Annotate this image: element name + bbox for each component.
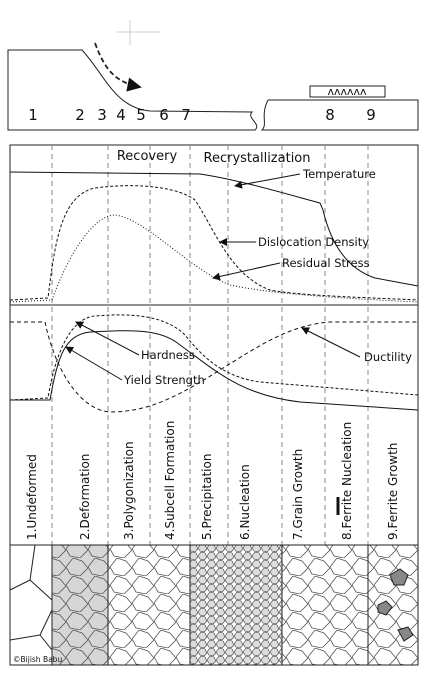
strip-number: 2	[75, 106, 85, 124]
stage-label: 1.Undeformed	[25, 454, 39, 540]
strip-number: 3	[97, 106, 107, 124]
stage-label: 2.Deformation	[78, 454, 92, 540]
curve-label: Temperature	[302, 167, 376, 181]
svg-text:ʌʌʌʌʌʌ: ʌʌʌʌʌʌ	[327, 85, 367, 98]
strip-number: 1	[28, 106, 38, 124]
strip-number: 9	[366, 106, 376, 124]
curve-label: Hardness	[141, 348, 195, 362]
stage-label: 6.Nucleation	[238, 464, 252, 540]
stage-label: 9.Ferrite Growth	[386, 443, 400, 540]
credit: ©Bijish Babu	[13, 655, 62, 664]
stage-labels: 1.Undeformed 2.Deformation 3.Polygonizatio…	[25, 421, 400, 540]
strip-number: 8	[325, 106, 335, 124]
curve-label: Residual Stress	[282, 256, 370, 270]
curve-label: Yield Strength	[123, 373, 205, 387]
strip-number: 7	[181, 106, 191, 124]
strip-number: 5	[136, 106, 146, 124]
leaders	[65, 173, 361, 381]
curve-label: Ductility	[364, 350, 412, 364]
strip-number: 6	[159, 106, 169, 124]
phase-label: Recrystallization	[204, 151, 311, 166]
stage-label: 3.Polygonization	[122, 441, 136, 540]
strip: ʌʌʌʌʌʌ	[7, 20, 419, 131]
curve-label: Dislocation Density	[258, 235, 369, 249]
phase-label: Recovery	[117, 149, 178, 164]
stage-label: 7.Grain Growth	[291, 449, 305, 540]
strip-number: 4	[116, 106, 126, 124]
stage-lines	[51, 145, 369, 545]
curves	[9, 171, 419, 413]
microstructure	[9, 544, 419, 666]
stage-label: 8.Ferrite Nucleation	[340, 422, 354, 540]
stage-label: 4.Subcell Formation	[163, 421, 177, 540]
stage-label: 5.Precipitation	[200, 454, 214, 540]
